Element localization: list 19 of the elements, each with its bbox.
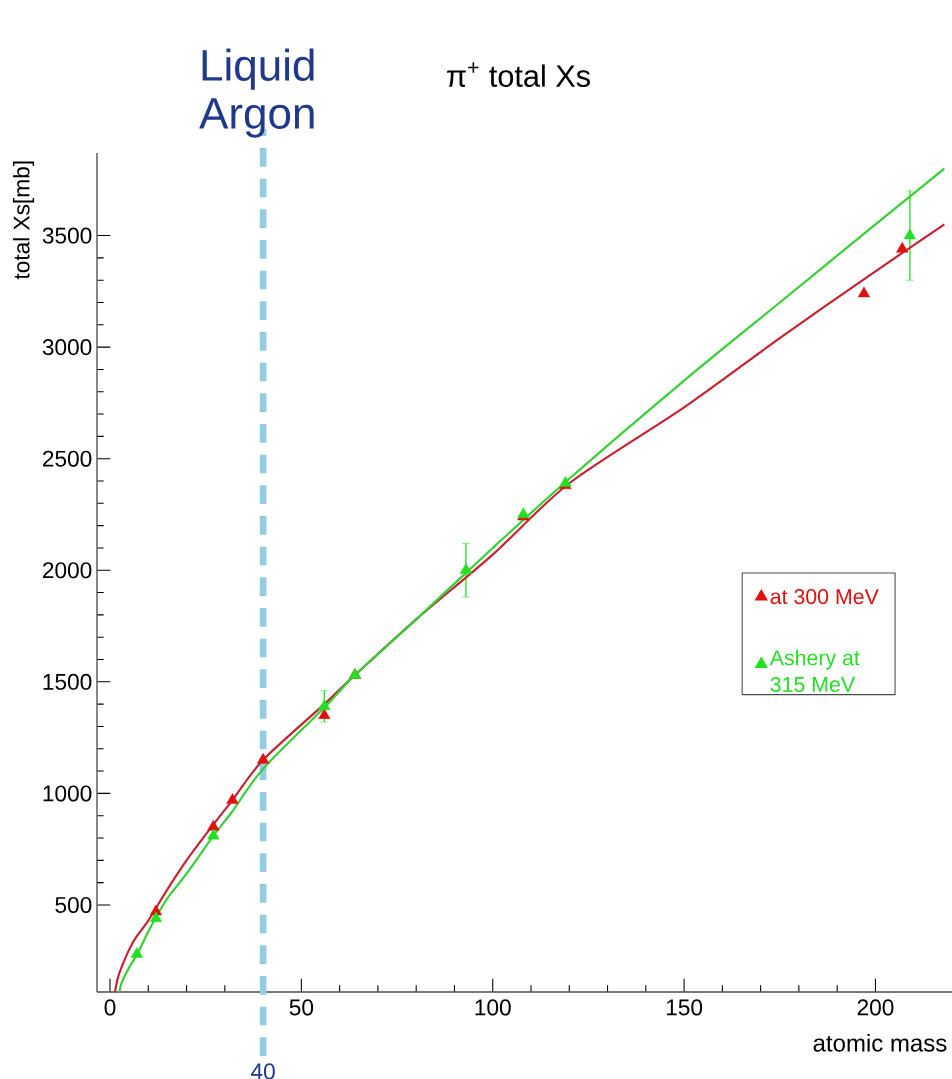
y-tick-label: 1500	[43, 673, 92, 690]
y-tick-label: 2000	[43, 562, 92, 579]
y-tick-label: 3500	[42, 227, 92, 244]
x-tick-label: 200	[857, 999, 894, 1016]
y-axis-title: total Xs[mb]	[12, 161, 35, 280]
ref-line-label: Liquid Argon	[199, 48, 314, 138]
x-tick-label: 100	[475, 999, 511, 1016]
chart-title: π$^{+}$ total Xs	[447, 62, 590, 87]
x-tick-label: 0	[104, 999, 116, 1016]
x-tick-label: 150	[666, 999, 703, 1016]
y-tick-label: 1000	[43, 785, 92, 802]
x-axis-title: atomic mass	[813, 1034, 947, 1052]
y-tick-label: 2500	[43, 450, 92, 467]
y-tick-label: 3000	[42, 339, 92, 356]
text: 40	[251, 1063, 275, 1079]
legend-label: at 300 MeV	[770, 589, 879, 605]
x-tick-label: 50	[289, 999, 314, 1016]
legend-label: Ashery at 315 MeV	[769, 649, 860, 693]
y-tick-label: 500	[55, 896, 92, 913]
